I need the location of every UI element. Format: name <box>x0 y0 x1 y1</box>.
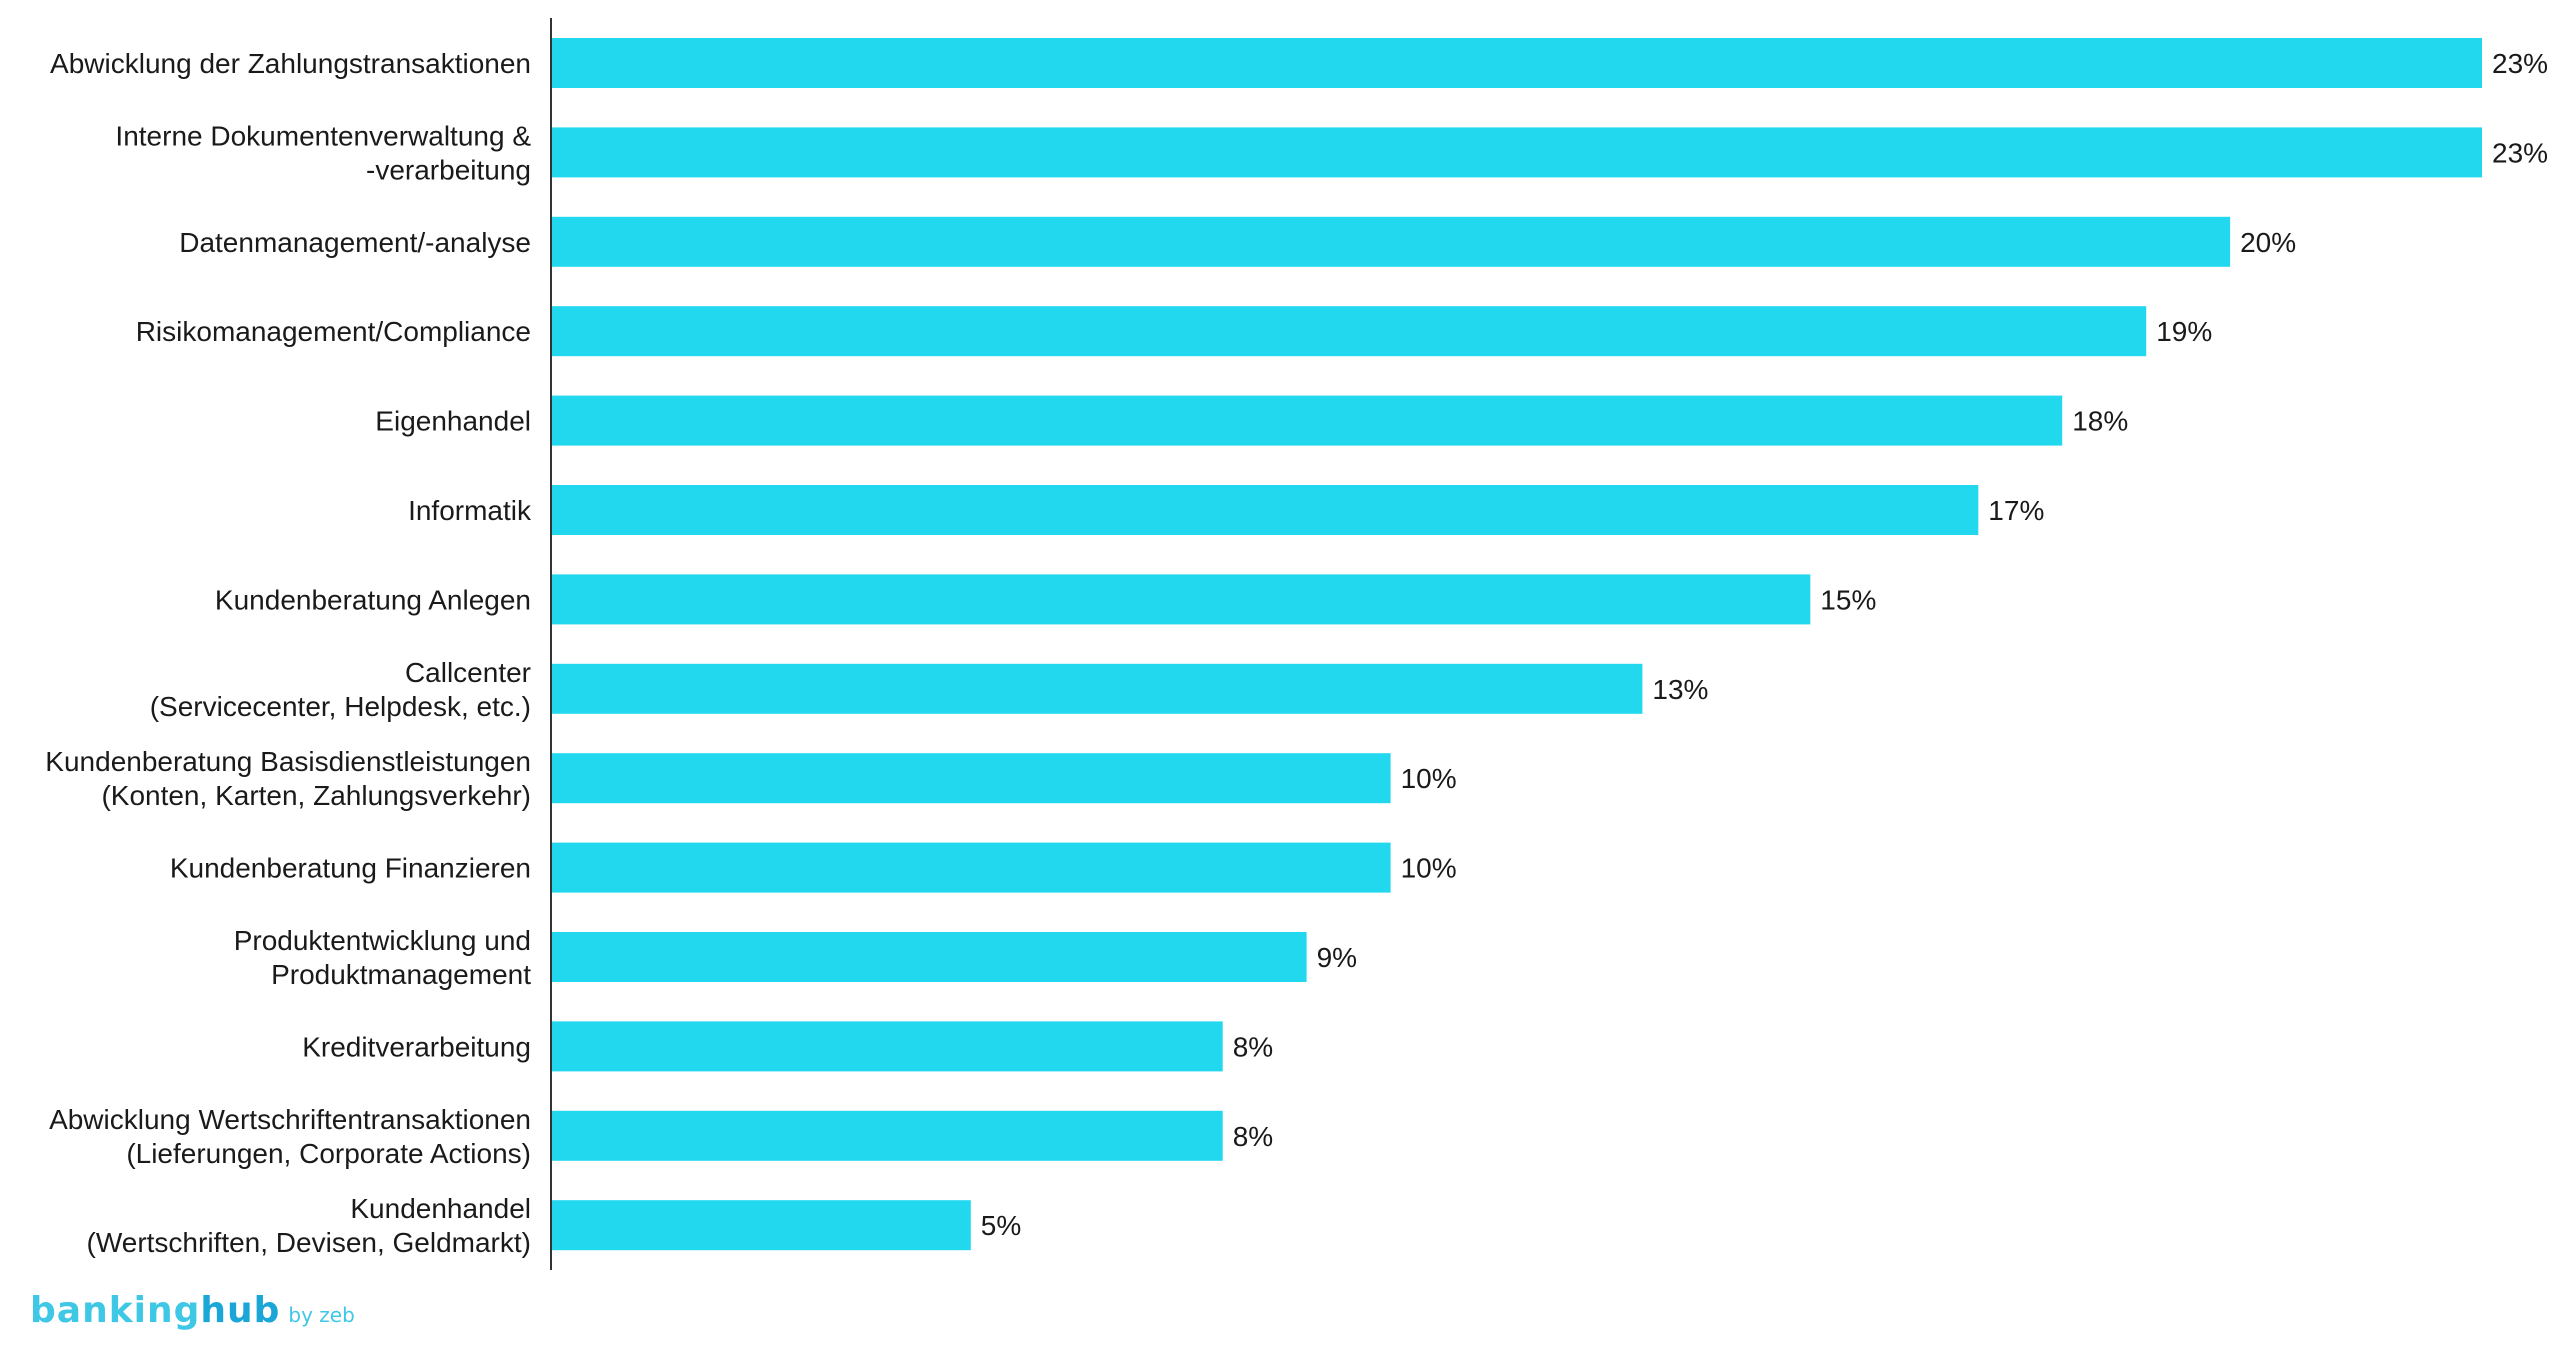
category-label-line: (Konten, Karten, Zahlungsverkehr) <box>101 780 531 811</box>
category-label: Kundenberatung Anlegen <box>215 584 531 615</box>
bars-group <box>551 38 2482 1251</box>
bar <box>551 395 2063 446</box>
category-label-line: Interne Dokumentenverwaltung & <box>115 120 531 151</box>
data-label: 20% <box>2240 227 2296 258</box>
category-label-line: Risikomanagement/Compliance <box>136 316 531 347</box>
category-label: Abwicklung Wertschriftentransaktionen (Li… <box>49 1104 531 1169</box>
category-label: Produktentwicklung und Produktmanagement <box>234 925 532 990</box>
bar <box>551 38 2482 88</box>
data-label: 15% <box>1820 584 1876 615</box>
banking-hub-logo: bankinghub by zeb <box>30 1290 355 1331</box>
data-label: 8% <box>1233 1031 1273 1062</box>
category-label-line: Callcenter <box>405 657 531 688</box>
category-label-line: Kundenhandel <box>350 1193 531 1224</box>
category-label-line: Kundenberatung Basisdienstleistungen <box>45 746 531 777</box>
category-label-line: Abwicklung der Zahlungstransaktionen <box>50 48 531 79</box>
category-label: Kundenberatung Finanzieren <box>170 853 531 884</box>
data-label: 10% <box>1401 853 1457 884</box>
data-label: 5% <box>981 1210 1021 1241</box>
category-label: Risikomanagement/Compliance <box>136 316 531 347</box>
bar <box>551 485 1979 535</box>
category-labels-group: Abwicklung der Zahlungstransaktionen Inte… <box>45 48 532 1258</box>
category-label-line: Produktmanagement <box>271 959 531 990</box>
bar <box>551 842 1391 893</box>
bar <box>551 574 1811 625</box>
category-label-line: (Lieferungen, Corporate Actions) <box>126 1138 531 1169</box>
data-label: 13% <box>1652 674 1708 705</box>
bar <box>551 127 2482 178</box>
category-label-line: Kreditverarbeitung <box>302 1031 531 1062</box>
category-label-line: Datenmanagement/-analyse <box>179 227 531 258</box>
category-label-line: (Servicecenter, Helpdesk, etc.) <box>150 691 531 722</box>
bar <box>551 1021 1223 1072</box>
category-label-line: Kundenberatung Finanzieren <box>170 853 531 884</box>
category-label: Abwicklung der Zahlungstransaktionen <box>50 48 531 79</box>
logo-banking: banking <box>30 1290 201 1331</box>
category-label: Interne Dokumentenverwaltung & -verarbeit… <box>115 120 531 185</box>
data-label: 23% <box>2492 137 2548 168</box>
category-label-line: -verarbeitung <box>366 154 531 185</box>
data-label: 9% <box>1317 942 1357 973</box>
value-labels-group: 23% 23% 20% 19% 18% 17% 15% 13% 10% 10% 9% 8% 8% 5% <box>981 48 2548 1241</box>
data-label: 19% <box>2156 316 2212 347</box>
bar <box>551 1110 1223 1161</box>
logo-by-zeb: by zeb <box>288 1303 355 1327</box>
category-label-line: Eigenhandel <box>375 406 531 437</box>
category-label: Kundenberatung Basisdienstleistungen (Kon… <box>45 746 531 811</box>
data-label: 17% <box>1988 495 2044 526</box>
data-label: 8% <box>1233 1121 1273 1152</box>
category-label: Datenmanagement/-analyse <box>179 227 531 258</box>
bar <box>551 1200 971 1251</box>
bar <box>551 753 1391 804</box>
data-label: 23% <box>2492 48 2548 79</box>
logo-hub: hub <box>200 1290 281 1331</box>
data-label: 18% <box>2072 406 2128 437</box>
logo-wordmark: bankinghub <box>30 1290 280 1331</box>
category-label: Eigenhandel <box>375 406 531 437</box>
category-label-line: Kundenberatung Anlegen <box>215 584 531 615</box>
bar <box>551 663 1643 714</box>
category-label: Kundenhandel (Wertschriften, Devisen, Gel… <box>87 1193 532 1258</box>
data-label: 10% <box>1401 763 1457 794</box>
category-label-line: Produktentwicklung und <box>234 925 531 956</box>
bar <box>551 932 1307 982</box>
category-label: Kreditverarbeitung <box>302 1031 531 1062</box>
category-label-line: Informatik <box>408 495 532 526</box>
bar <box>551 306 2147 357</box>
bar <box>551 216 2231 267</box>
category-label-line: (Wertschriften, Devisen, Geldmarkt) <box>87 1227 532 1258</box>
category-label: Informatik <box>408 495 532 526</box>
category-label: Callcenter (Servicecenter, Helpdesk, etc.… <box>150 657 531 722</box>
category-label-line: Abwicklung Wertschriftentransaktionen <box>49 1104 531 1135</box>
